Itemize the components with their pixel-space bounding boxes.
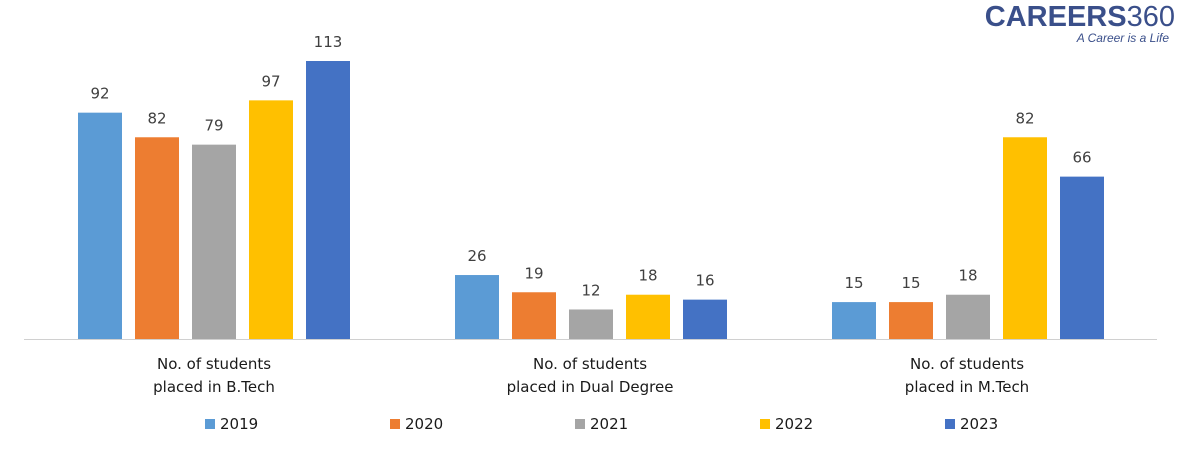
value-label-2020-group-2: 19 <box>524 264 543 282</box>
legend-label-2021: 2021 <box>590 415 628 433</box>
legend-swatch-2021 <box>575 419 585 429</box>
category-label-line: placed in Dual Degree <box>507 378 674 396</box>
category-label-line: No. of students <box>157 355 271 373</box>
value-label-2022-group-1: 97 <box>261 72 280 90</box>
bar-2019-group-1 <box>78 112 122 339</box>
bar-2023-group-3 <box>1060 176 1104 339</box>
logo-brand-number: 360 <box>1126 1 1175 33</box>
bar-2019-group-3 <box>832 302 876 339</box>
value-label-2022-group-3: 82 <box>1015 109 1034 127</box>
bar-2020-group-1 <box>135 137 179 339</box>
bar-2023-group-2 <box>683 299 727 339</box>
value-label-2022-group-2: 18 <box>638 267 657 285</box>
category-label-2: No. of students placed in Dual Degree <box>507 355 674 396</box>
legend: 2019 2020 2021 2022 2023 <box>205 415 998 433</box>
legend-label-2019: 2019 <box>220 415 258 433</box>
legend-swatch-2020 <box>390 419 400 429</box>
value-label-2020-group-1: 82 <box>147 109 166 127</box>
bar-2022-group-1 <box>249 100 293 340</box>
logo-tagline: A Career is a Life <box>1076 31 1169 45</box>
value-label-2021-group-2: 12 <box>581 281 600 299</box>
category-label-1: No. of students placed in B.Tech <box>153 355 275 396</box>
value-label-2023-group-3: 66 <box>1072 149 1091 167</box>
bar-2022-group-3 <box>1003 137 1047 339</box>
value-label-2019-group-1: 92 <box>90 85 109 103</box>
bar-2022-group-2 <box>626 294 670 339</box>
bar-2019-group-2 <box>455 275 499 339</box>
value-label-2021-group-3: 18 <box>958 267 977 285</box>
legend-swatch-2022 <box>760 419 770 429</box>
bar-2021-group-2 <box>569 309 613 339</box>
legend-swatch-2023 <box>945 419 955 429</box>
value-label-2023-group-2: 16 <box>695 272 714 290</box>
legend-label-2023: 2023 <box>960 415 998 433</box>
bar-2021-group-1 <box>192 144 236 339</box>
bar-2020-group-2 <box>512 292 556 339</box>
value-label-2019-group-2: 26 <box>467 247 486 265</box>
legend-label-2022: 2022 <box>775 415 813 433</box>
category-label-line: No. of students <box>910 355 1024 373</box>
value-label-2019-group-3: 15 <box>844 274 863 292</box>
bar-2023-group-1 <box>306 61 350 339</box>
legend-swatch-2019 <box>205 419 215 429</box>
value-label-2023-group-1: 113 <box>314 33 343 51</box>
value-label-2021-group-1: 79 <box>204 117 223 135</box>
bar-2020-group-3 <box>889 302 933 339</box>
value-label-2020-group-3: 15 <box>901 274 920 292</box>
category-label-line: placed in M.Tech <box>905 378 1029 396</box>
logo-brand: CAREERS <box>984 1 1127 33</box>
category-label-3: No. of students placed in M.Tech <box>905 355 1029 396</box>
bars-group <box>78 61 1104 340</box>
value-labels-group: 92 26 15 82 19 15 79 12 18 97 18 82 113 16 66 <box>90 33 1091 299</box>
category-label-line: No. of students <box>533 355 647 373</box>
careers360-logo: CAREERS360 A Career is a Life <box>985 2 1175 44</box>
legend-label-2020: 2020 <box>405 415 443 433</box>
category-label-line: placed in B.Tech <box>153 378 275 396</box>
bar-2021-group-3 <box>946 294 990 339</box>
